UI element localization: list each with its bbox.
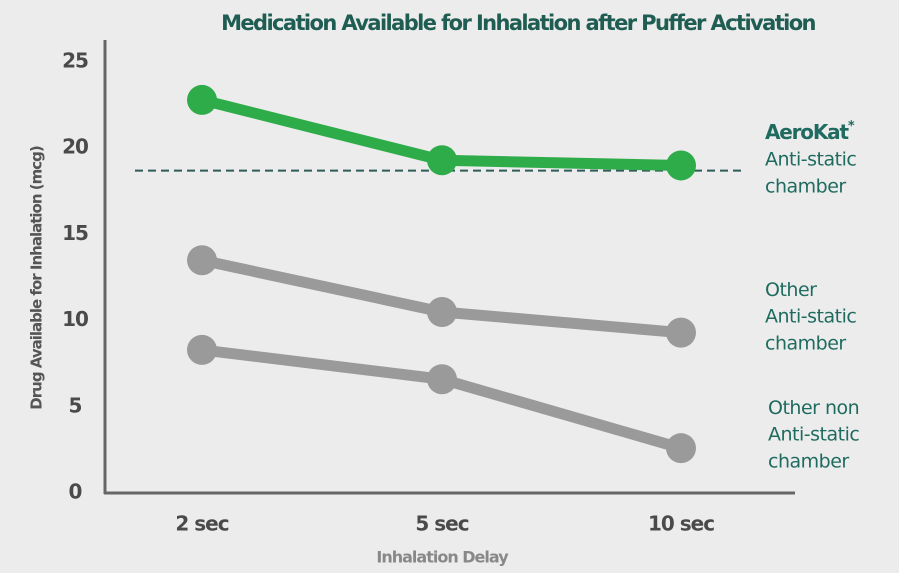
- legend-name-text: Other: [765, 279, 817, 301]
- point: [666, 317, 696, 348]
- legend-line: chamber: [765, 333, 846, 355]
- x-tick-label: 5 sec: [415, 512, 468, 536]
- legend-name: Other: [765, 279, 817, 301]
- chart-title: Medication Available for Inhalation afte…: [221, 11, 815, 35]
- x-tick-label: 2 sec: [175, 512, 228, 536]
- y-tick-label: 15: [62, 221, 88, 245]
- legend-line: Anti-static: [765, 306, 856, 328]
- point: [427, 364, 457, 395]
- legend-sup: *: [848, 119, 855, 134]
- legend-name: AeroKat*: [765, 119, 855, 144]
- point: [427, 145, 457, 176]
- y-tick-label: 0: [69, 480, 82, 504]
- y-tick-label: 10: [62, 307, 88, 331]
- legend-name-text: Other non: [768, 397, 859, 419]
- legend-name-text: AeroKat: [765, 120, 849, 144]
- legend-line: chamber: [768, 451, 849, 473]
- y-tick-label: 5: [69, 393, 82, 417]
- x-tick-label: 10 sec: [648, 512, 714, 536]
- y-tick-label: 20: [62, 135, 88, 159]
- point: [666, 150, 696, 181]
- legend-line: Anti-static: [765, 149, 856, 171]
- legend-line: chamber: [765, 176, 846, 198]
- y-axis-label: Drug Available for Inhalation (mcg): [28, 146, 46, 410]
- point: [187, 245, 217, 276]
- legend-name: Other non: [768, 397, 859, 419]
- point: [187, 334, 217, 365]
- point: [666, 433, 696, 464]
- y-tick-label: 25: [62, 49, 88, 73]
- point: [187, 84, 217, 115]
- x-axis-label: Inhalation Delay: [376, 548, 509, 567]
- legend-line: Anti-static: [768, 424, 859, 446]
- point: [427, 296, 457, 327]
